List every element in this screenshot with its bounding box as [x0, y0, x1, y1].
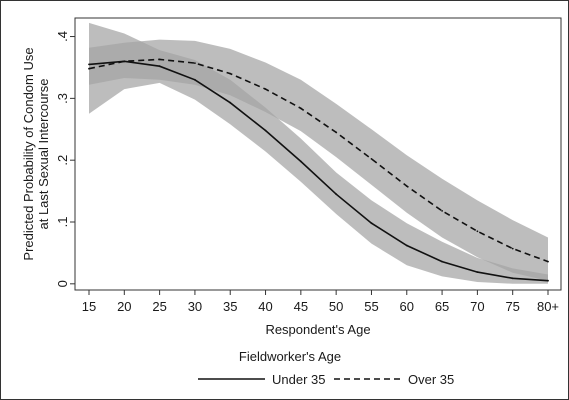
plot-frame	[74, 17, 562, 291]
data-point-over-35-80	[547, 260, 549, 263]
legend-label-over-35: Over 35	[408, 372, 454, 387]
x-tick-label-7: 50	[329, 299, 343, 314]
data-point-under-35-25	[158, 65, 161, 68]
x-tick-label-1: 20	[117, 299, 131, 314]
data-point-over-35-65	[441, 210, 443, 212]
data-point-over-35-35	[229, 72, 232, 75]
x-tick-label-8: 55	[364, 299, 378, 314]
data-point-under-35-60	[405, 244, 408, 247]
data-point-under-35-75	[511, 277, 514, 280]
legend-label-under-35: Under 35	[272, 372, 325, 387]
series-line-over-35	[88, 58, 549, 263]
x-tick-label-5: 40	[258, 299, 272, 314]
data-point-under-35-55	[370, 222, 373, 225]
x-tick-label-13: 80+	[537, 299, 559, 314]
y-tick-label-2: .2	[55, 155, 70, 166]
series-line-under-35	[88, 60, 549, 282]
data-point-over-35-20	[123, 60, 126, 63]
x-tick-label-0: 15	[82, 299, 96, 314]
y-axis: 0 .1 .2 .3 .4	[55, 31, 75, 287]
x-tick-label-4: 35	[223, 299, 237, 314]
y-tick-label-1: .1	[55, 217, 70, 228]
data-point-under-35-15	[88, 63, 90, 66]
x-tick-label-6: 45	[294, 299, 308, 314]
x-tick-label-10: 65	[435, 299, 449, 314]
series-lines	[88, 58, 549, 282]
x-axis-title: Respondent's Age	[265, 322, 370, 337]
data-point-over-35-15	[88, 67, 90, 70]
ci-band-under-35	[89, 22, 548, 284]
x-tick-label-3: 30	[188, 299, 202, 314]
y-axis-title-line-1: Predicted Probability of Condom Use	[21, 47, 36, 260]
data-point-over-35-70	[476, 230, 479, 233]
data-point-over-35-75	[511, 247, 514, 250]
legend-title: Fieldworker's Age	[239, 349, 341, 364]
data-point-under-35-45	[299, 160, 302, 163]
data-point-under-35-70	[476, 271, 479, 273]
data-point-over-35-40	[264, 88, 267, 90]
y-axis-title-line-2: at Last Sexual Intercourse	[36, 78, 51, 229]
y-tick-label-4: .4	[55, 31, 70, 42]
data-point-over-35-25	[158, 58, 161, 61]
x-tick-label-12: 75	[505, 299, 519, 314]
x-axis: 15 20 25 30 35 40 45 50 55 60 65 70 75 80+	[82, 290, 559, 314]
data-point-over-35-55	[370, 158, 373, 160]
data-point-under-35-30	[194, 78, 196, 81]
data-point-over-35-45	[299, 107, 302, 110]
x-tick-label-9: 60	[400, 299, 414, 314]
data-point-under-35-65	[441, 260, 443, 263]
x-tick-label-11: 70	[470, 299, 484, 314]
data-point-over-35-50	[335, 131, 338, 134]
data-point-under-35-50	[335, 193, 338, 196]
legend: Fieldworker's Age Under 35 Over 35	[198, 349, 454, 387]
confidence-bands	[89, 22, 548, 284]
data-point-over-35-30	[194, 62, 196, 64]
data-point-under-35-80	[547, 279, 549, 282]
y-tick-label-3: .3	[55, 93, 70, 104]
data-point-over-35-60	[405, 185, 408, 188]
data-point-under-35-40	[264, 129, 267, 132]
y-tick-label-0: 0	[55, 280, 70, 287]
x-tick-label-2: 25	[152, 299, 166, 314]
data-point-under-35-35	[229, 101, 232, 104]
ci-band-over-35	[89, 39, 548, 281]
